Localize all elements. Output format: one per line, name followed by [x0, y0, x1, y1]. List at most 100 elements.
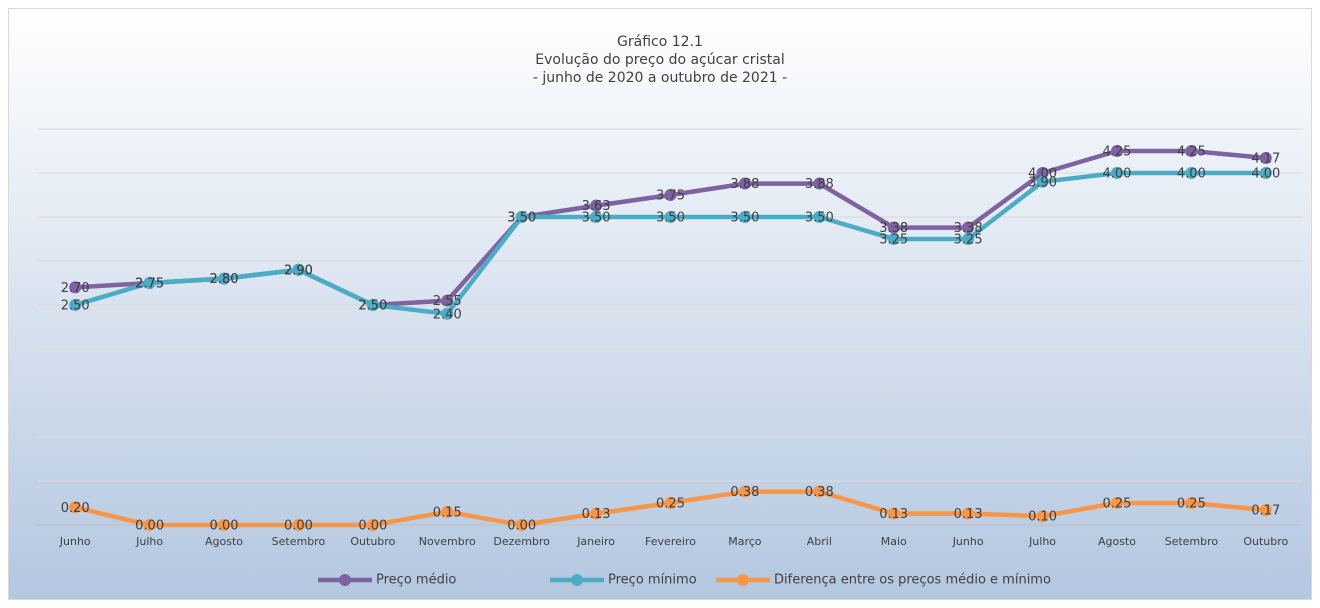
data-label: 4.00 — [1177, 167, 1206, 182]
data-label: 3.90 — [1028, 175, 1057, 190]
x-tick-label: Maio — [881, 535, 907, 548]
data-point — [1036, 510, 1049, 523]
data-label: 3.25 — [954, 233, 983, 248]
legend-marker — [737, 574, 749, 586]
data-label: 3.50 — [507, 211, 536, 226]
data-point — [887, 507, 900, 520]
data-label: 2.55 — [433, 294, 462, 309]
data-point — [143, 277, 156, 289]
x-tick-label: Novembro — [419, 535, 476, 548]
x-tick-label: Setembro — [1165, 535, 1219, 548]
data-label: 3.38 — [879, 221, 908, 236]
x-tick-label: Agosto — [205, 535, 243, 548]
data-point — [441, 505, 454, 518]
x-tick-label: Janeiro — [576, 535, 615, 548]
data-point — [1185, 497, 1198, 509]
data-label: 2.50 — [358, 299, 387, 314]
data-label: 2.80 — [210, 272, 239, 287]
data-label: 0.13 — [879, 507, 908, 522]
data-label: 4.17 — [1251, 152, 1280, 167]
data-point — [515, 211, 528, 223]
legend-marker — [571, 574, 583, 586]
data-point — [738, 177, 751, 190]
x-tick-label: Setembro — [272, 535, 326, 548]
data-point — [962, 233, 975, 245]
data-point — [664, 189, 677, 201]
data-label: 3.88 — [805, 177, 834, 192]
data-point — [1259, 167, 1272, 179]
data-label: 0.17 — [1251, 504, 1280, 519]
data-label: 0.00 — [210, 519, 239, 534]
data-point — [813, 485, 826, 498]
x-tick-label: Outubro — [350, 535, 395, 548]
data-label: 3.50 — [805, 211, 834, 226]
data-label: 3.25 — [879, 233, 908, 248]
x-tick-label: Dezembro — [493, 535, 550, 548]
data-label: 2.70 — [61, 281, 90, 296]
data-label: 0.20 — [61, 501, 90, 516]
data-point — [218, 272, 231, 285]
data-label: 3.88 — [730, 177, 759, 192]
x-tick-label: Outubro — [1243, 535, 1288, 548]
data-point — [143, 519, 156, 531]
x-tick-label: Junho — [952, 535, 984, 548]
x-tick-label: Março — [728, 535, 762, 548]
data-point — [738, 485, 751, 498]
data-label: 0.38 — [730, 485, 759, 500]
data-point — [738, 211, 751, 223]
data-label: 0.38 — [805, 485, 834, 500]
chart-title: Evolução do preço do açúcar cristal — [535, 52, 784, 68]
data-label: 2.50 — [358, 299, 387, 314]
data-label: 3.75 — [656, 189, 685, 204]
data-label: 2.75 — [135, 277, 164, 292]
data-label: 3.63 — [582, 199, 611, 214]
data-point — [590, 507, 603, 520]
data-point — [590, 211, 603, 223]
data-point — [1259, 504, 1272, 517]
data-label: 0.13 — [582, 507, 611, 522]
data-point — [664, 211, 677, 223]
x-tick-label: Abril — [807, 535, 832, 548]
data-label: 4.25 — [1177, 145, 1206, 160]
data-label: 2.50 — [61, 299, 90, 314]
data-point — [590, 199, 603, 212]
data-point — [292, 263, 305, 276]
data-label: 4.00 — [1102, 167, 1131, 182]
data-label: 2.40 — [433, 307, 462, 322]
data-point — [515, 519, 528, 531]
data-point — [887, 233, 900, 245]
x-tick-label: Junho — [59, 535, 91, 548]
x-tick-label: Fevereiro — [645, 535, 696, 548]
data-point — [218, 519, 231, 531]
data-point — [1110, 497, 1123, 509]
data-label: 2.75 — [135, 277, 164, 292]
data-label: 0.15 — [433, 505, 462, 520]
data-label: 3.38 — [954, 221, 983, 236]
data-point — [69, 281, 82, 294]
legend-label: Preço médio — [376, 573, 456, 588]
data-point — [962, 221, 975, 234]
x-tick-label: Agosto — [1098, 535, 1136, 548]
data-point — [813, 211, 826, 223]
data-point — [1036, 167, 1049, 179]
data-label: 4.25 — [1102, 145, 1131, 160]
data-label: 2.80 — [210, 272, 239, 287]
legend-marker — [339, 574, 351, 586]
data-label: 0.10 — [1028, 510, 1057, 525]
data-point — [1110, 145, 1123, 157]
data-label: 0.25 — [1102, 497, 1131, 512]
chart-title: - junho de 2020 a outubro de 2021 - — [533, 70, 787, 86]
data-label: 0.00 — [358, 519, 387, 534]
x-tick-label: Julho — [1028, 535, 1056, 548]
data-point — [887, 221, 900, 234]
chart-title: Gráfico 12.1 — [617, 34, 703, 50]
data-label: 0.00 — [284, 519, 313, 534]
data-label: 3.50 — [582, 211, 611, 226]
data-point — [441, 307, 454, 320]
data-label: 3.50 — [507, 211, 536, 226]
data-point — [366, 519, 379, 531]
data-point — [1259, 152, 1272, 165]
data-label: 2.90 — [284, 263, 313, 278]
data-point — [813, 177, 826, 190]
